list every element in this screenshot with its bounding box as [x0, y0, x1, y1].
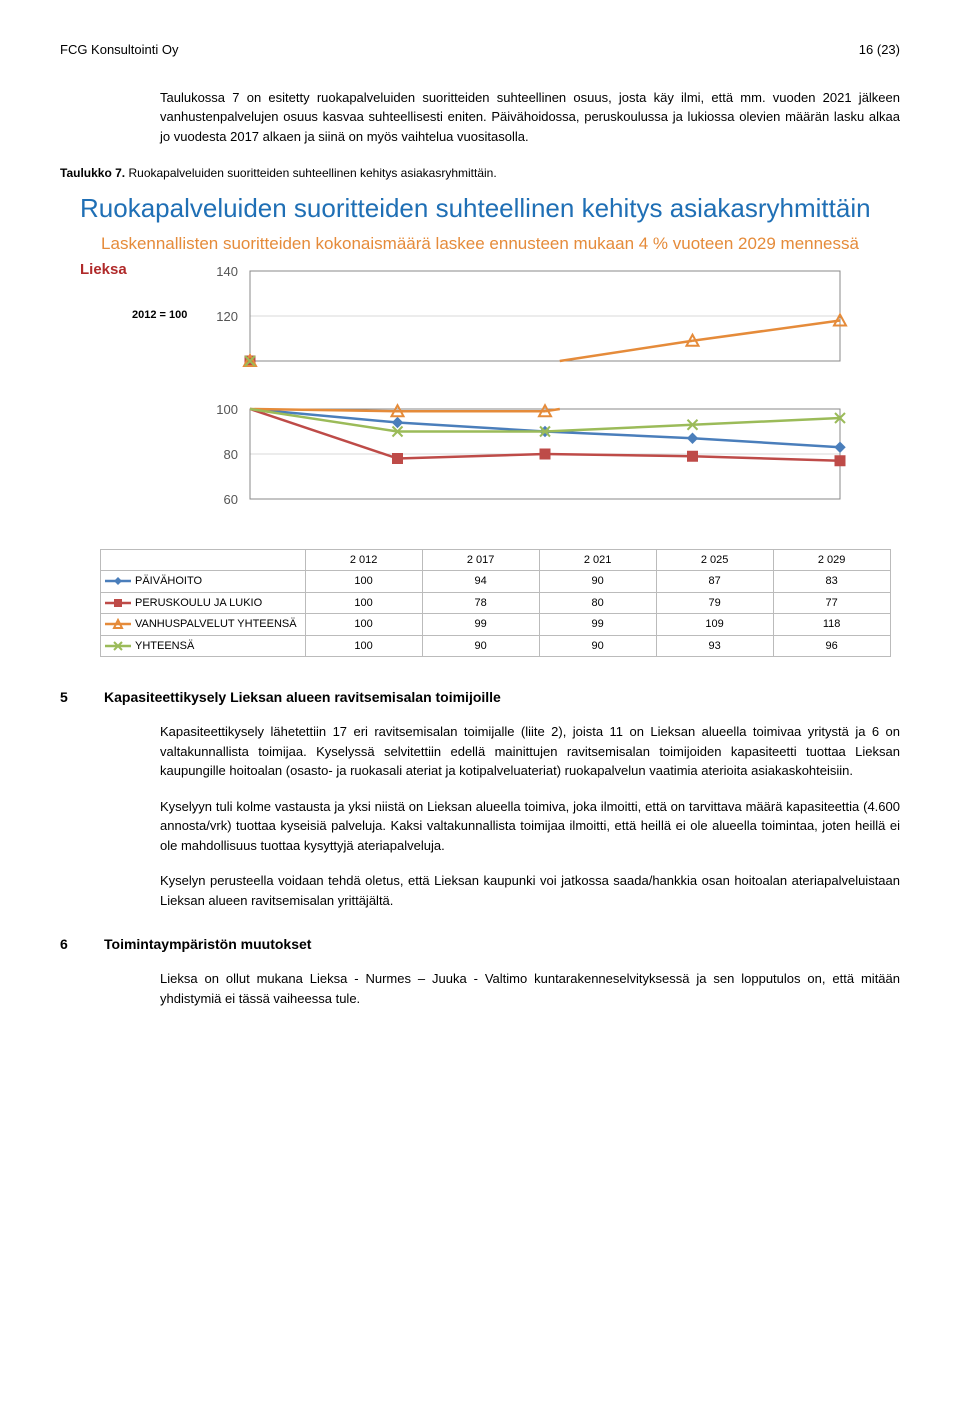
- section-5-title: Kapasiteettikysely Lieksan alueen ravits…: [104, 687, 501, 708]
- index-label: 2012 = 100: [132, 307, 187, 324]
- table-caption: Taulukko 7. Ruokapalveluiden suoritteide…: [60, 164, 900, 182]
- section-5-number: 5: [60, 687, 80, 708]
- intro-paragraph: Taulukossa 7 on esitetty ruokapalveluide…: [160, 88, 900, 147]
- chart-data-table: 2 0122 0172 0212 0252 029PÄIVÄHOITO10094…: [100, 549, 891, 658]
- table-caption-label: Taulukko 7.: [60, 166, 125, 180]
- header-page: 16 (23): [859, 40, 900, 60]
- page-header: FCG Konsultointi Oy 16 (23): [60, 40, 900, 60]
- table-caption-text: Ruokapalveluiden suoritteiden suhteellin…: [128, 166, 496, 180]
- chart-subtitle: Laskennallisten suoritteiden kokonaismää…: [60, 233, 900, 255]
- section-6-number: 6: [60, 934, 80, 955]
- svg-text:100: 100: [216, 402, 238, 417]
- section-5-p2: Kyselyyn tuli kolme vastausta ja yksi ni…: [160, 797, 900, 856]
- svg-text:60: 60: [224, 492, 238, 507]
- section-6-title: Toimintaympäristön muutokset: [104, 934, 311, 955]
- line-chart: 140 120 100 80 60: [60, 259, 880, 549]
- chart-container: Lieksa 2012 = 100 140 120 100 80 60 2 0122 0…: [60, 259, 900, 658]
- header-company: FCG Konsultointi Oy: [60, 40, 179, 60]
- section-5-p3: Kyselyn perusteella voidaan tehdä oletus…: [160, 871, 900, 910]
- section-6-heading: 6 Toimintaympäristön muutokset: [60, 934, 900, 955]
- section-5-heading: 5 Kapasiteettikysely Lieksan alueen ravi…: [60, 687, 900, 708]
- svg-text:140: 140: [216, 264, 238, 279]
- svg-text:120: 120: [216, 309, 238, 324]
- chart-title: Ruokapalveluiden suoritteiden suhteellin…: [80, 192, 900, 225]
- svg-text:80: 80: [224, 447, 238, 462]
- lieksa-label: Lieksa: [80, 259, 127, 282]
- section-6-p1: Lieksa on ollut mukana Lieksa - Nurmes –…: [160, 969, 900, 1008]
- section-5-p1: Kapasiteettikysely lähetettiin 17 eri ra…: [160, 722, 900, 781]
